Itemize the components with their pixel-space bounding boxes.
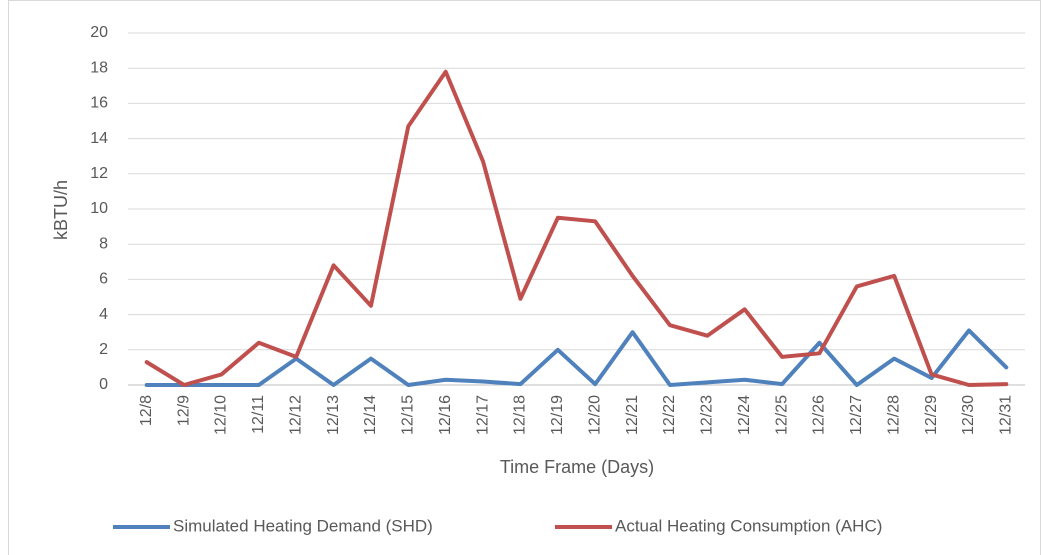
x-tick-label: 12/25 <box>773 395 790 435</box>
x-tick-label: 12/9 <box>175 395 192 426</box>
line-series <box>144 69 1009 387</box>
x-tick-label: 12/21 <box>624 395 641 435</box>
y-tick-label: 12 <box>90 165 108 182</box>
x-axis-title: Time Frame (Days) <box>500 457 654 477</box>
y-tick-label: 4 <box>99 306 108 323</box>
y-tick-label: 6 <box>99 271 108 288</box>
line-series <box>144 328 1009 387</box>
x-tick-label: 12/18 <box>512 395 529 435</box>
x-tick-label: 12/12 <box>287 395 304 435</box>
x-tick-label: 12/13 <box>325 395 342 435</box>
y-tick-label: 18 <box>90 59 108 76</box>
x-tick-label: 12/22 <box>661 395 678 435</box>
y-tick-label: 2 <box>99 341 108 358</box>
x-tick-label: 12/14 <box>362 395 379 435</box>
x-tick-label: 12/8 <box>138 395 155 426</box>
chart-border <box>8 0 1041 555</box>
x-tick-label: 12/15 <box>400 395 417 435</box>
x-tick-label: 12/20 <box>586 395 603 435</box>
x-tick-label: 12/17 <box>474 395 491 435</box>
y-axis-title: kBTU/h <box>51 180 71 240</box>
x-tick-label: 12/19 <box>549 395 566 435</box>
y-tick-label: 10 <box>90 200 108 217</box>
x-tick-label: 12/28 <box>885 395 902 435</box>
y-tick-label: 20 <box>90 24 108 41</box>
x-tick-label: 12/29 <box>923 395 940 435</box>
y-tick-label: 16 <box>90 95 108 112</box>
y-tick-label: 14 <box>90 130 108 147</box>
x-tick-label: 12/26 <box>811 395 828 435</box>
y-tick-label: 0 <box>99 376 108 393</box>
x-tick-label: 12/30 <box>960 395 977 435</box>
x-tick-label: 12/10 <box>213 395 230 435</box>
y-tick-label: 8 <box>99 235 108 252</box>
x-tick-label: 12/16 <box>437 395 454 435</box>
x-tick-label: 12/31 <box>998 395 1015 435</box>
legend-label: Actual Heating Consumption (AHC) <box>615 516 882 535</box>
x-tick-label: 12/11 <box>250 395 267 434</box>
x-tick-label: 12/27 <box>848 395 865 435</box>
x-tick-label: 12/23 <box>699 395 716 435</box>
legend-label: Simulated Heating Demand (SHD) <box>173 516 433 535</box>
x-tick-label: 12/24 <box>736 395 753 435</box>
